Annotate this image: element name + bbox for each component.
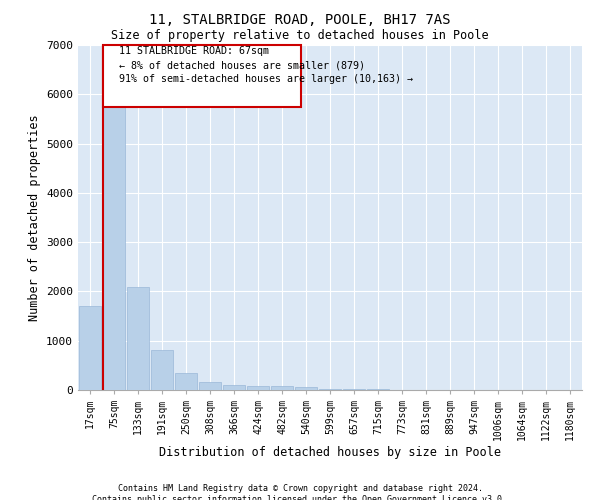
Bar <box>151 350 173 390</box>
Bar <box>319 388 341 390</box>
Text: 11, STALBRIDGE ROAD, POOLE, BH17 7AS: 11, STALBRIDGE ROAD, POOLE, BH17 7AS <box>149 12 451 26</box>
Bar <box>271 386 293 390</box>
Bar <box>199 382 221 390</box>
FancyBboxPatch shape <box>103 45 301 106</box>
Bar <box>127 286 149 390</box>
Bar <box>79 306 101 390</box>
X-axis label: Distribution of detached houses by size in Poole: Distribution of detached houses by size … <box>159 446 501 458</box>
Bar <box>223 384 245 390</box>
Bar <box>367 389 389 390</box>
Bar <box>295 386 317 390</box>
Bar <box>103 104 125 390</box>
Bar <box>175 373 197 390</box>
Y-axis label: Number of detached properties: Number of detached properties <box>28 114 41 321</box>
Bar <box>247 386 269 390</box>
Text: 11 STALBRIDGE ROAD: 67sqm
  ← 8% of detached houses are smaller (879)
  91% of s: 11 STALBRIDGE ROAD: 67sqm ← 8% of detach… <box>107 46 413 84</box>
Bar <box>343 389 365 390</box>
Text: Size of property relative to detached houses in Poole: Size of property relative to detached ho… <box>111 29 489 42</box>
Text: Contains HM Land Registry data © Crown copyright and database right 2024.: Contains HM Land Registry data © Crown c… <box>118 484 482 493</box>
Text: Contains public sector information licensed under the Open Government Licence v3: Contains public sector information licen… <box>92 495 508 500</box>
